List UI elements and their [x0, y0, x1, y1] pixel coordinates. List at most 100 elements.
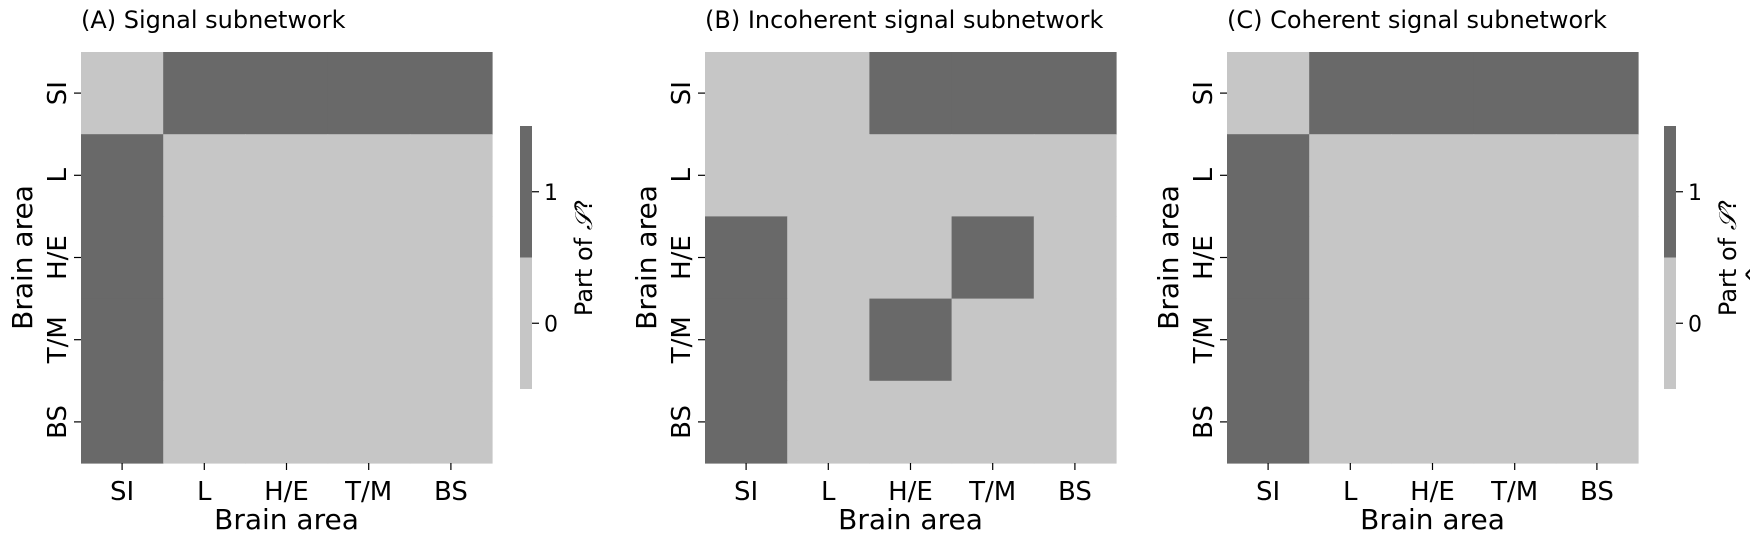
panel-0-cell-T/M-SI — [81, 298, 164, 382]
panel-0-ytick-label: SI — [43, 81, 73, 105]
panel-0-cell-BS-T/M — [327, 380, 411, 464]
panel-1-cell-BS-L — [787, 380, 870, 464]
panel-1-title: (B) Incoherent signal subnetwork — [705, 6, 1103, 34]
panel-0-ytick-label: BS — [43, 405, 73, 439]
panel-0-title: (A) Signal subnetwork — [81, 6, 346, 34]
panel-1-cell-L-T/M — [951, 134, 1035, 217]
panel-1-cell-L-L — [787, 134, 870, 217]
panel-1-xtick-label: SI — [734, 477, 758, 507]
panel-0-cell-T/M-T/M — [327, 298, 411, 382]
panel-2-cell-BS-BS — [1555, 380, 1639, 464]
panel-2-ytick-label: H/E — [1189, 235, 1219, 280]
panel-0-colorbar-tick-label: 0 — [544, 312, 558, 337]
panel-2-colorbar-on — [1664, 126, 1676, 258]
panel-0-cell-H/E-SI — [81, 216, 164, 300]
panel-2-xtick-label: BS — [1580, 477, 1614, 507]
panel-1-cell-SI-T/M — [951, 52, 1035, 135]
panel-0-cell-T/M-H/E — [245, 298, 329, 382]
panel-1-cell-H/E-SI — [705, 216, 788, 300]
panel-0-cell-L-H/E — [245, 134, 329, 217]
panel-2-cell-BS-T/M — [1473, 380, 1557, 464]
panel-2-ytick-label: BS — [1189, 405, 1219, 439]
panel-0-xtick-label: T/M — [344, 477, 392, 507]
panel-2-cell-SI-SI — [1227, 52, 1310, 135]
panel-2-colorbar-tick-label: 0 — [1688, 312, 1702, 337]
panel-1-xtick-label: T/M — [968, 477, 1016, 507]
panel-1-cell-L-H/E — [869, 134, 953, 217]
panel-1-xtick-label: H/E — [888, 477, 933, 507]
panel-0-cell-H/E-BS — [409, 216, 493, 300]
panel-2-cell-H/E-T/M — [1473, 216, 1557, 300]
panel-2-cell-BS-L — [1309, 380, 1392, 464]
panel-0-cell-BS-L — [163, 380, 246, 464]
panel-0-cell-SI-T/M — [327, 52, 411, 135]
panel-2-ytick-label: SI — [1189, 81, 1219, 105]
panel-1-cell-L-SI — [705, 134, 788, 217]
panel-0-ytick-label: T/M — [43, 316, 73, 364]
panel-0-cell-SI-BS — [409, 52, 493, 135]
panel-0-cell-SI-SI — [81, 52, 164, 135]
panel-2-xtick-label: H/E — [1410, 477, 1455, 507]
panel-2-cell-L-H/E — [1391, 134, 1475, 217]
panel-0-cell-L-SI — [81, 134, 164, 217]
panel-1-xtick-label: L — [821, 477, 836, 507]
panel-2-cell-T/M-BS — [1555, 298, 1639, 382]
panel-0-colorbar-on — [520, 126, 532, 258]
panel-2-colorbar-label: Part of 𝒮? — [1714, 199, 1742, 316]
panel-0-xtick-label: L — [197, 477, 212, 507]
panel-1-ylabel: Brain area — [630, 185, 663, 330]
panel-1-cell-T/M-H/E — [869, 298, 953, 382]
panel-1-xtick-label: BS — [1058, 477, 1092, 507]
panel-2-cell-BS-SI — [1227, 380, 1310, 464]
panel-2-colorbar-label-suffix: ? — [1714, 199, 1742, 212]
panel-2-ytick-label: T/M — [1189, 316, 1219, 364]
panel-2-colorbar-off — [1664, 257, 1676, 389]
panel-0-colorbar-label: Part of 𝒮? — [570, 199, 598, 316]
panel-1-cell-SI-BS — [1033, 52, 1117, 135]
panel-1-cell-H/E-H/E — [869, 216, 953, 300]
panel-2-cell-H/E-SI — [1227, 216, 1310, 300]
panel-0-cell-H/E-H/E — [245, 216, 329, 300]
panel-2-cell-H/E-L — [1309, 216, 1392, 300]
panel-2-title: (C) Coherent signal subnetwork — [1227, 6, 1607, 34]
panel-0-colorbar-label-prefix: Part of — [570, 230, 598, 316]
panel-0-xlabel: Brain area — [214, 503, 359, 536]
panel-2-cell-H/E-BS — [1555, 216, 1639, 300]
panel-1-cell-H/E-T/M — [951, 216, 1035, 300]
panel-0-ylabel: Brain area — [6, 185, 39, 330]
panel-1-cell-BS-SI — [705, 380, 788, 464]
panel-2-cell-SI-T/M — [1473, 52, 1557, 135]
panel-0-colorbar-tick-label: 1 — [544, 181, 558, 206]
panel-1-cell-T/M-BS — [1033, 298, 1117, 382]
panel-0-cell-T/M-L — [163, 298, 246, 382]
panel-2-cell-L-T/M — [1473, 134, 1557, 217]
panel-2-ylabel: Brain area — [1152, 185, 1185, 330]
panel-2-cell-T/M-T/M — [1473, 298, 1557, 382]
panel-0-cell-SI-L — [163, 52, 246, 135]
panel-1-ytick-label: L — [667, 168, 697, 183]
panel-1-cell-SI-SI — [705, 52, 788, 135]
panel-0-cell-T/M-BS — [409, 298, 493, 382]
panel-1-ytick-label: T/M — [667, 316, 697, 364]
panel-2-xlabel: Brain area — [1360, 503, 1505, 536]
panel-1-cell-BS-T/M — [951, 380, 1035, 464]
panel-1-cell-BS-H/E — [869, 380, 953, 464]
panel-0-ytick-label: H/E — [43, 235, 73, 280]
panel-1-ytick-label: H/E — [667, 235, 697, 280]
panel-2-cell-T/M-H/E — [1391, 298, 1475, 382]
panel-2-xtick-label: L — [1343, 477, 1358, 507]
panel-1-cell-SI-H/E — [869, 52, 953, 135]
panel-0-cell-BS-SI — [81, 380, 164, 464]
panel-2-cell-L-BS — [1555, 134, 1639, 217]
panel-2-cell-T/M-L — [1309, 298, 1392, 382]
panel-2-cell-SI-L — [1309, 52, 1392, 135]
panel-0-xtick-label: SI — [110, 477, 134, 507]
panel-1-cell-L-BS — [1033, 134, 1117, 217]
panel-0-xtick-label: H/E — [264, 477, 309, 507]
panel-0-cell-SI-H/E — [245, 52, 329, 135]
panel-2-xtick-label: T/M — [1490, 477, 1538, 507]
panel-2-cell-H/E-H/E — [1391, 216, 1475, 300]
panel-2-colorbar-label-hat: ^ — [1741, 264, 1750, 284]
panel-2-cell-BS-H/E — [1391, 380, 1475, 464]
